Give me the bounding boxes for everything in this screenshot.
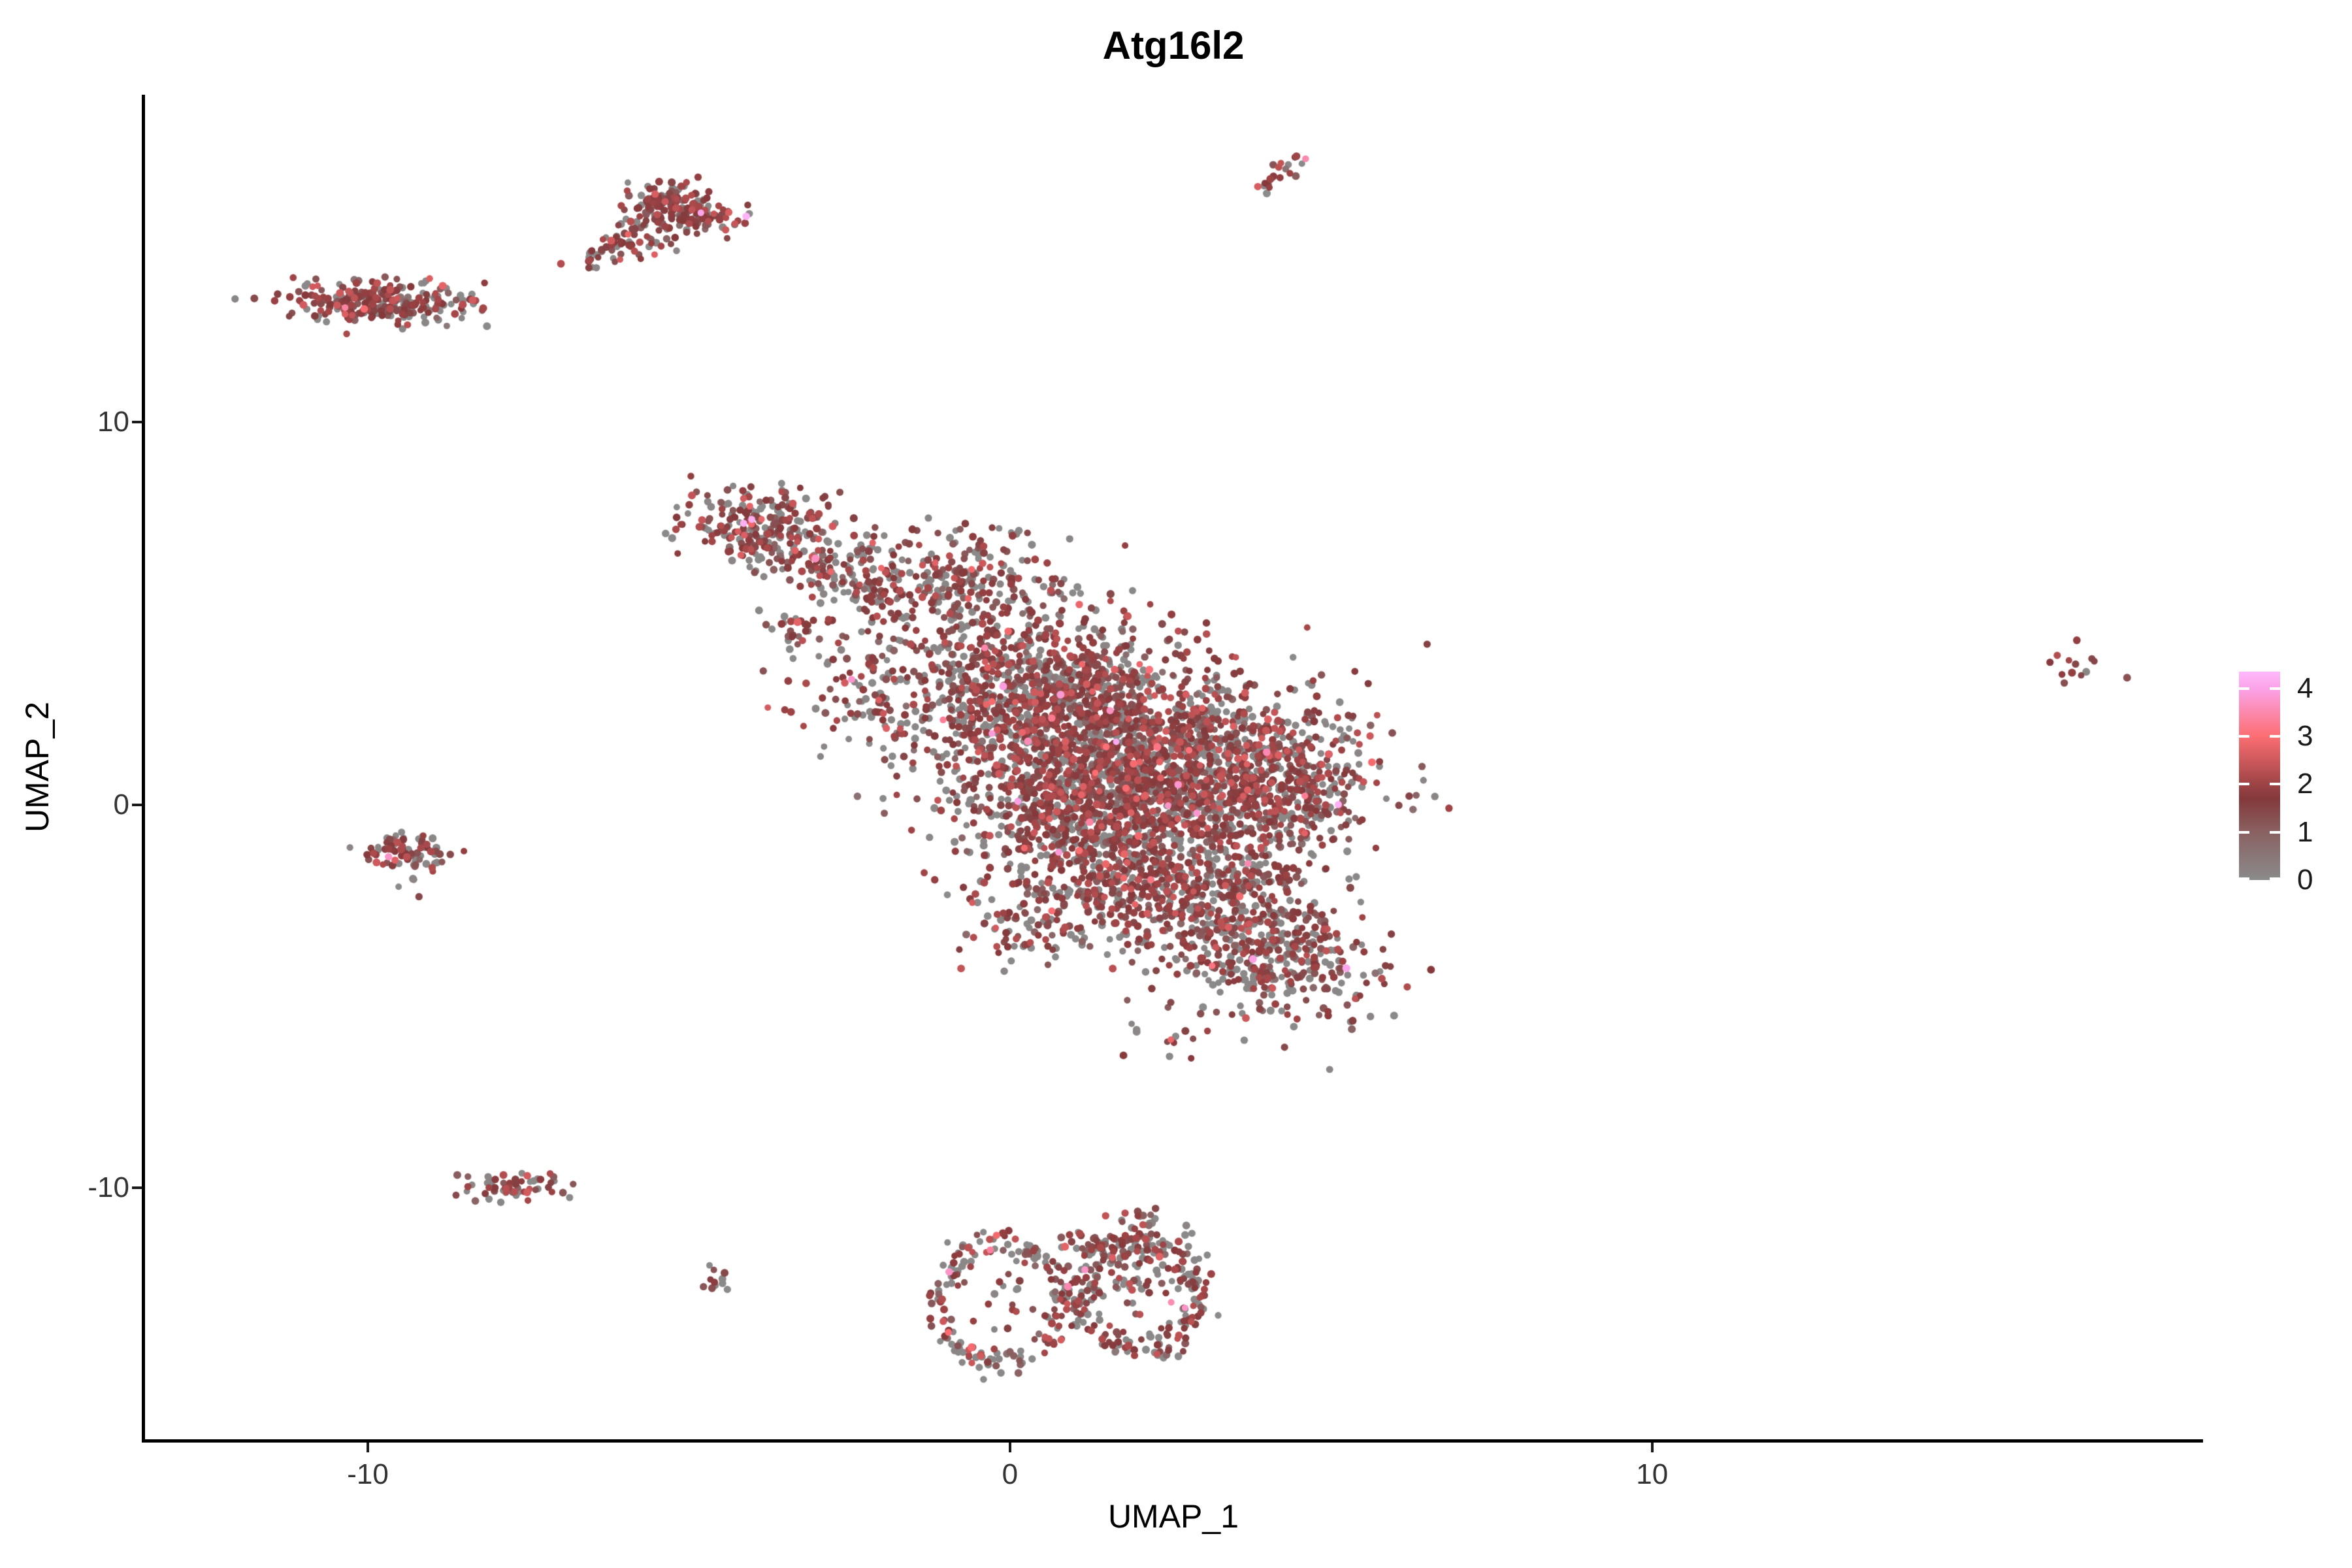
x-tick-label: 10 <box>1636 1458 1669 1490</box>
y-tick-mark <box>132 1186 142 1189</box>
colorbar-tick-label: 2 <box>2297 768 2313 800</box>
colorbar-gradient <box>2239 672 2280 880</box>
colorbar-tick-mark <box>2270 783 2280 786</box>
colorbar-tick-mark <box>2270 877 2280 880</box>
colorbar-tick-mark <box>2239 830 2249 834</box>
colorbar-tick-mark <box>2270 687 2280 690</box>
y-axis-title: UMAP_2 <box>19 701 56 833</box>
colorbar-tick-label: 1 <box>2297 815 2313 848</box>
y-tick-label: 10 <box>97 406 129 438</box>
colorbar-tick-label: 0 <box>2297 864 2313 896</box>
y-tick-mark <box>132 804 142 806</box>
colorbar-tick-mark <box>2239 735 2249 738</box>
colorbar-tick-mark <box>2270 830 2280 834</box>
x-axis-line <box>142 1439 2203 1443</box>
colorbar-legend: 0 1 2 3 4 <box>2239 672 2352 894</box>
colorbar-tick-label: 3 <box>2297 720 2313 752</box>
x-tick-mark <box>1008 1443 1011 1452</box>
y-axis-line <box>142 95 145 1443</box>
colorbar-tick-label: 4 <box>2297 672 2313 704</box>
y-tick-label: -10 <box>88 1171 129 1203</box>
x-tick-mark <box>1650 1443 1654 1452</box>
x-tick-mark <box>367 1443 370 1452</box>
colorbar-tick-mark <box>2239 877 2249 880</box>
x-axis-title: UMAP_1 <box>1107 1498 1239 1535</box>
colorbar-tick-mark <box>2239 687 2249 690</box>
y-tick-mark <box>132 421 142 424</box>
x-tick-label: 0 <box>1002 1458 1019 1490</box>
colorbar-tick-mark <box>2270 735 2280 738</box>
x-tick-label: -10 <box>347 1458 389 1490</box>
colorbar-tick-mark <box>2239 783 2249 786</box>
y-tick-label: 0 <box>113 789 129 821</box>
